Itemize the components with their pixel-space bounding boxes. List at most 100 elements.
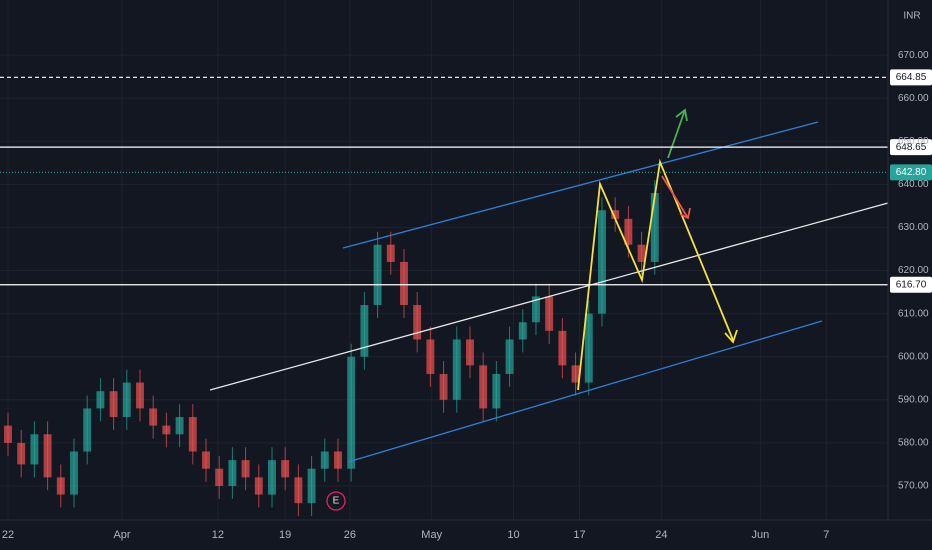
candle-body <box>294 477 303 504</box>
x-tick-label: 10 <box>507 529 519 541</box>
axes: 570.00 580.00 590.00 600.00 610.00 620.00 630.… <box>2 50 929 541</box>
candle-body <box>426 339 435 374</box>
candle-body <box>43 434 52 478</box>
candle-body <box>400 261 408 306</box>
candle-body <box>188 417 197 452</box>
candle-body <box>373 244 382 306</box>
candle-body <box>637 244 646 262</box>
price-label-box <box>890 276 932 293</box>
candle-body <box>122 382 131 418</box>
candle-body <box>202 451 210 469</box>
y-tick-label: 580.00 <box>898 438 929 449</box>
candle-body <box>241 460 250 478</box>
grid <box>0 0 888 520</box>
candle-body <box>360 305 369 357</box>
price-label-box <box>890 69 932 86</box>
y-tick-label: 610.00 <box>898 308 929 319</box>
x-tick-label: 19 <box>279 529 291 541</box>
channel-upper <box>342 121 819 249</box>
candle-body <box>598 210 606 314</box>
currency-label: INR <box>903 11 920 22</box>
candle-body <box>584 313 593 383</box>
zigzag-arrow <box>724 329 738 344</box>
candle-body <box>479 365 488 409</box>
x-tick-label: 26 <box>344 529 356 541</box>
candle-body <box>386 244 395 262</box>
x-tick-label: May <box>421 529 442 541</box>
candle-body <box>413 305 422 340</box>
event-marker: E <box>333 496 340 507</box>
candle-body <box>611 210 620 219</box>
price-label-box <box>890 164 932 181</box>
y-tick-label: 640.00 <box>898 179 929 190</box>
y-tick-label: 650.00 <box>898 136 929 147</box>
zigzag <box>577 158 734 391</box>
y-tick-label: 630.00 <box>898 222 929 233</box>
y-tick-label: 590.00 <box>898 394 929 405</box>
candle-body <box>439 373 448 400</box>
candle-body <box>96 391 105 409</box>
up-arrow <box>667 109 686 159</box>
candle-body <box>650 193 659 262</box>
candle-body <box>149 408 158 426</box>
candle-body <box>268 460 276 495</box>
candle-body <box>532 296 540 323</box>
price-label-box <box>890 139 932 156</box>
price-label: 648.65 <box>896 142 927 153</box>
candle-body <box>492 373 501 409</box>
candle-body <box>30 434 39 465</box>
candle-body <box>518 322 527 340</box>
x-tick-label: Jun <box>751 529 769 541</box>
candle-body <box>466 339 474 366</box>
candle-body <box>624 218 633 245</box>
candle-body <box>56 477 65 495</box>
down-arrow-head <box>679 207 691 220</box>
event-circle <box>326 491 346 511</box>
candle-body <box>320 451 329 469</box>
candle-body <box>307 468 316 504</box>
channel-mid <box>209 202 889 391</box>
candle-body <box>452 339 461 400</box>
drawings <box>209 108 889 463</box>
y-tick-label: 620.00 <box>898 265 929 276</box>
candle-body <box>281 460 290 478</box>
y-tick-label: 570.00 <box>898 481 929 492</box>
x-tick-label: 12 <box>212 529 224 541</box>
x-tick-label: 22 <box>2 529 14 541</box>
candle-body <box>109 391 118 418</box>
candle-body <box>4 425 12 443</box>
price-lines: 664.85 648.65 642.80 616.70 <box>0 69 932 293</box>
candle-body <box>254 477 263 495</box>
y-tick-label: 670.00 <box>898 50 929 61</box>
candle-body <box>70 451 78 495</box>
x-tick-label: 17 <box>573 529 585 541</box>
candle-body <box>571 365 580 383</box>
candle-body <box>505 339 514 374</box>
candle-body <box>558 330 567 366</box>
price-label: 664.85 <box>896 72 927 83</box>
candle-body <box>228 460 237 486</box>
price-label: 642.80 <box>896 167 927 178</box>
y-tick-label: 660.00 <box>898 93 929 104</box>
x-tick-label: Apr <box>113 529 130 541</box>
x-tick-label: 7 <box>823 529 829 541</box>
candle-body <box>545 296 554 331</box>
channel-lower <box>347 320 823 463</box>
candle-body <box>215 468 224 486</box>
candle-body <box>162 425 171 435</box>
up-arrow-head <box>675 108 688 122</box>
candle-body <box>334 451 342 469</box>
candle-body <box>136 382 144 409</box>
y-tick-label: 600.00 <box>898 351 929 362</box>
candle-body <box>347 356 356 469</box>
candle-body <box>175 417 184 435</box>
x-tick-label: 24 <box>655 529 667 541</box>
candle-body <box>83 408 92 452</box>
candles <box>4 180 659 517</box>
down-arrow <box>661 175 689 219</box>
candle-body <box>17 442 26 465</box>
price-label: 616.70 <box>896 279 927 290</box>
